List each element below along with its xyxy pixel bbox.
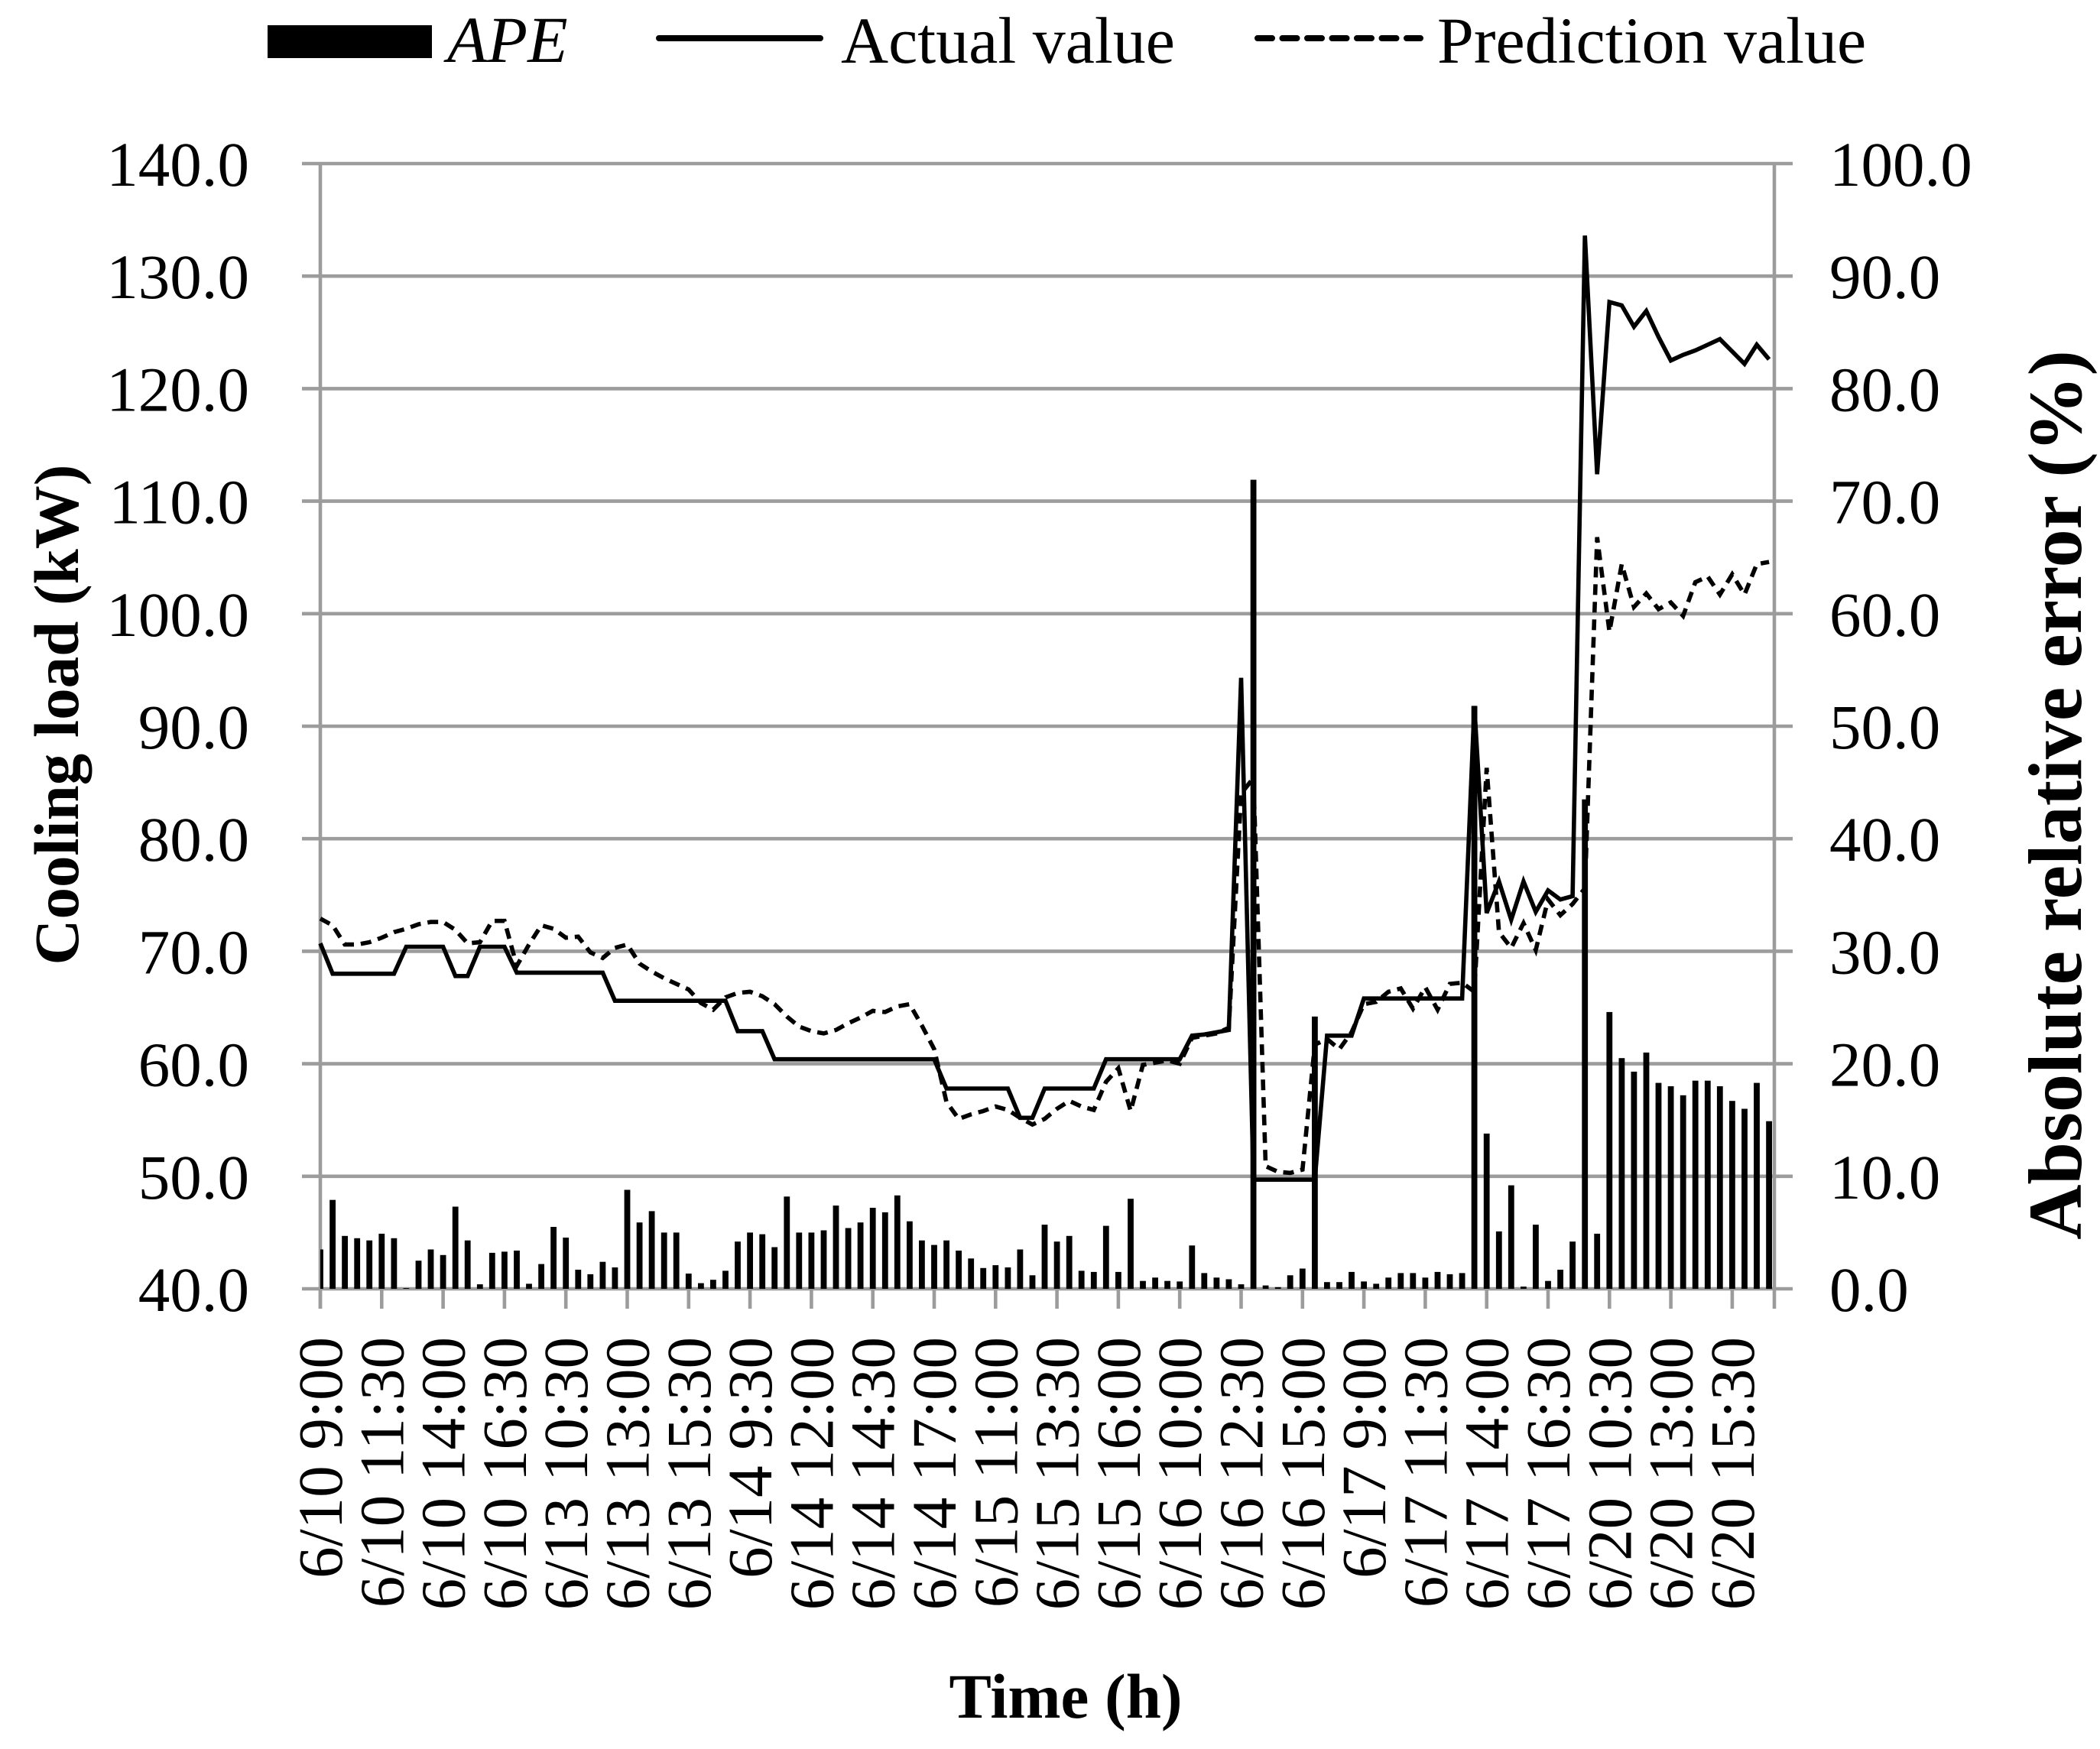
svg-text:Absolute relative error (%): Absolute relative error (%) xyxy=(2013,350,2098,1240)
svg-text:6/14 14:30: 6/14 14:30 xyxy=(838,1337,908,1610)
svg-text:6/10 11:30: 6/10 11:30 xyxy=(346,1337,417,1608)
svg-text:6/10 14:00: 6/10 14:00 xyxy=(408,1337,479,1610)
svg-text:90.0: 90.0 xyxy=(1829,242,1940,312)
svg-text:70.0: 70.0 xyxy=(1829,467,1940,537)
svg-text:Cooling load (kW): Cooling load (kW) xyxy=(21,465,92,965)
svg-text:6/20 10:30: 6/20 10:30 xyxy=(1574,1337,1644,1610)
svg-text:6/14 17:00: 6/14 17:00 xyxy=(899,1337,969,1610)
svg-text:50.0: 50.0 xyxy=(138,1142,249,1212)
svg-text:20.0: 20.0 xyxy=(1829,1030,1940,1100)
svg-text:6/10 16:30: 6/10 16:30 xyxy=(469,1337,540,1610)
svg-text:30.0: 30.0 xyxy=(1829,917,1940,987)
svg-text:6/13 13:00: 6/13 13:00 xyxy=(592,1337,663,1610)
svg-text:90.0: 90.0 xyxy=(138,692,249,762)
svg-text:70.0: 70.0 xyxy=(138,917,249,987)
svg-text:10.0: 10.0 xyxy=(1829,1142,1940,1212)
svg-text:6/17 14:00: 6/17 14:00 xyxy=(1452,1337,1522,1610)
svg-text:6/15 16:00: 6/15 16:00 xyxy=(1083,1337,1154,1610)
svg-text:120.0: 120.0 xyxy=(106,354,249,424)
svg-text:0.0: 0.0 xyxy=(1829,1254,1909,1325)
svg-text:6/17 16:30: 6/17 16:30 xyxy=(1513,1337,1583,1610)
svg-text:6/20 13:00: 6/20 13:00 xyxy=(1636,1337,1706,1610)
svg-text:80.0: 80.0 xyxy=(1829,354,1940,424)
svg-text:110.0: 110.0 xyxy=(109,467,249,537)
svg-text:6/13 10:30: 6/13 10:30 xyxy=(531,1337,601,1610)
svg-text:100.0: 100.0 xyxy=(1829,129,1972,200)
svg-text:6/16 12:30: 6/16 12:30 xyxy=(1206,1337,1277,1610)
svg-text:6/14 12:00: 6/14 12:00 xyxy=(776,1337,846,1610)
svg-text:60.0: 60.0 xyxy=(1829,579,1940,650)
svg-text:6/20 15:30: 6/20 15:30 xyxy=(1697,1337,1767,1610)
svg-text:6/15 13:30: 6/15 13:30 xyxy=(1022,1337,1092,1610)
svg-text:130.0: 130.0 xyxy=(106,242,249,312)
svg-text:40.0: 40.0 xyxy=(138,1254,249,1325)
svg-text:6/13 15:30: 6/13 15:30 xyxy=(654,1337,724,1610)
svg-text:6/15 11:00: 6/15 11:00 xyxy=(960,1337,1031,1608)
svg-text:140.0: 140.0 xyxy=(106,129,249,200)
svg-text:6/16 15:00: 6/16 15:00 xyxy=(1267,1337,1338,1610)
svg-text:6/17 9:00: 6/17 9:00 xyxy=(1329,1337,1399,1579)
svg-text:Actual value: Actual value xyxy=(841,4,1175,77)
svg-text:40.0: 40.0 xyxy=(1829,804,1940,874)
svg-text:6/14 9:30: 6/14 9:30 xyxy=(715,1337,785,1579)
svg-text:100.0: 100.0 xyxy=(106,579,249,650)
svg-text:80.0: 80.0 xyxy=(138,804,249,874)
svg-text:6/10 9:00: 6/10 9:00 xyxy=(285,1337,355,1579)
svg-text:APE: APE xyxy=(443,3,568,76)
svg-text:50.0: 50.0 xyxy=(1829,692,1940,762)
svg-text:6/17 11:30: 6/17 11:30 xyxy=(1390,1337,1460,1608)
svg-text:Time (h): Time (h) xyxy=(949,1661,1182,1731)
svg-text:6/16 10:00: 6/16 10:00 xyxy=(1144,1337,1215,1610)
svg-text:Prediction value: Prediction value xyxy=(1437,4,1866,77)
svg-text:60.0: 60.0 xyxy=(138,1030,249,1100)
